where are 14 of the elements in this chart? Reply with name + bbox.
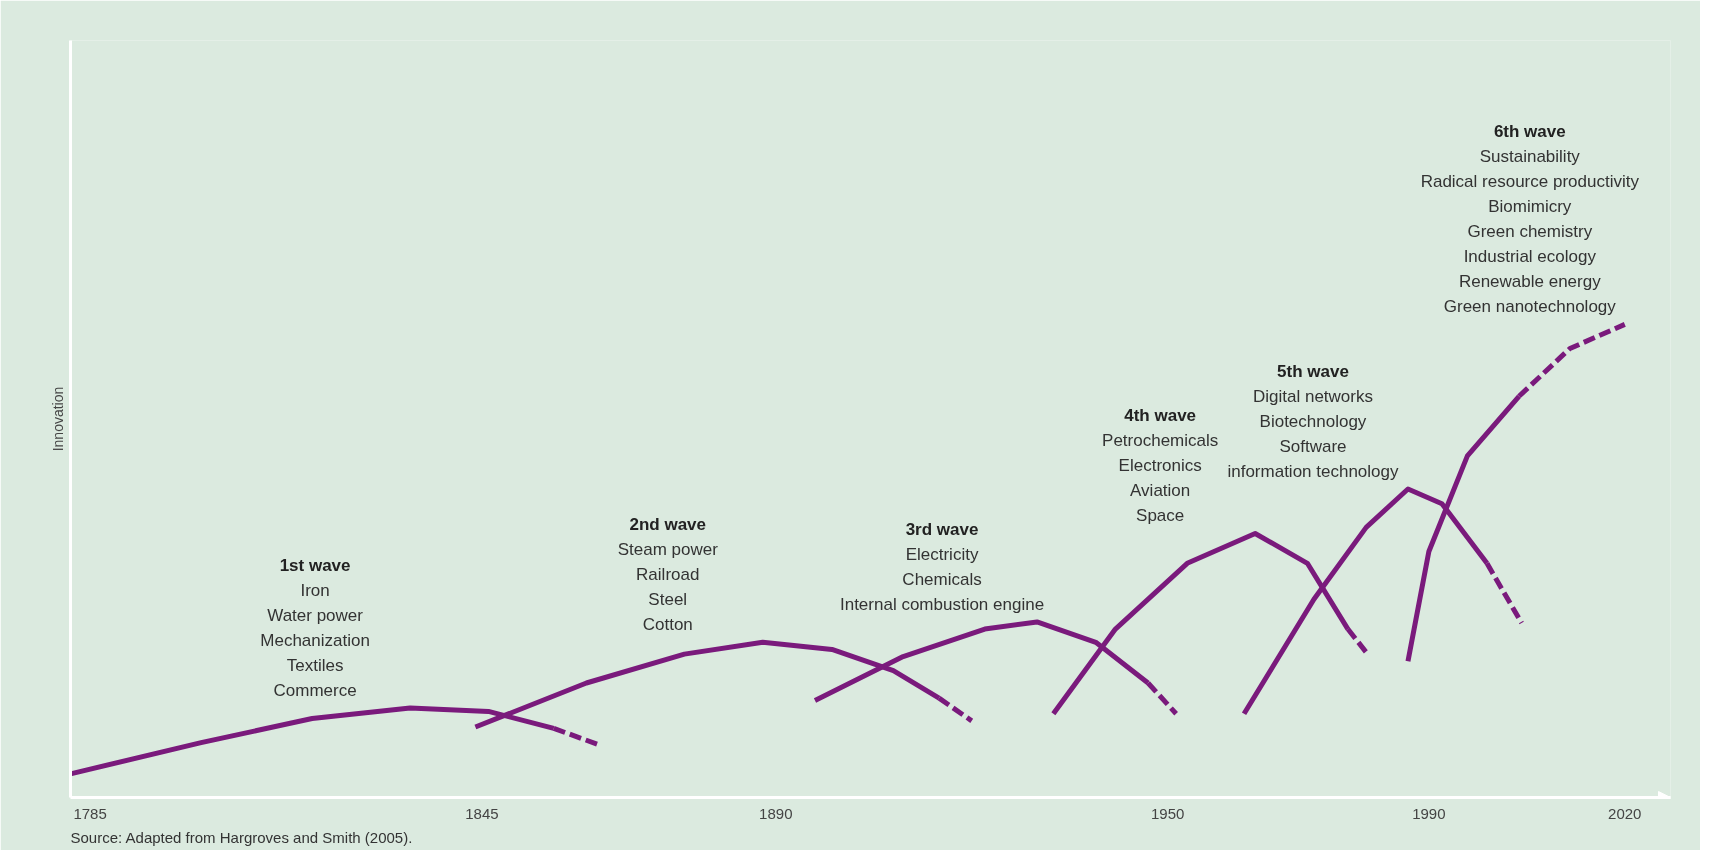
x-tick-label: 1785	[73, 804, 107, 822]
annotation: 4th wave Petrochemicals Electronics Aviation Space	[1102, 406, 1219, 526]
annotation: 1st wave Iron Water power Mechanization Textiles Commerce	[260, 556, 370, 701]
x-tick-label: 1890	[759, 804, 793, 822]
source-note: Source: Adapted from Hargroves and Smith (2005).	[70, 828, 413, 846]
x-tick-label: 1990	[1412, 804, 1446, 822]
y-axis-title: Innovation	[49, 386, 66, 452]
annotation: 5th wave Digital networks Biotechnology Software information technology	[1227, 362, 1399, 482]
x-tick-label: 1950	[1150, 804, 1185, 822]
x-tick-label: 1845	[465, 804, 499, 822]
annotation: 3rd wave Electricity Chemicals Internal combustion engine	[839, 519, 1045, 614]
annotation: 2nd wave Steam power Railroad Steel Cotton	[617, 515, 719, 635]
text: 6th wave Sustainability Radical resource productivity Biomimicry Green chemistry Industrial ecology Renewable energy Green nanotechnology	[1420, 122, 1640, 317]
x-tick-label: 2020	[1608, 804, 1642, 822]
